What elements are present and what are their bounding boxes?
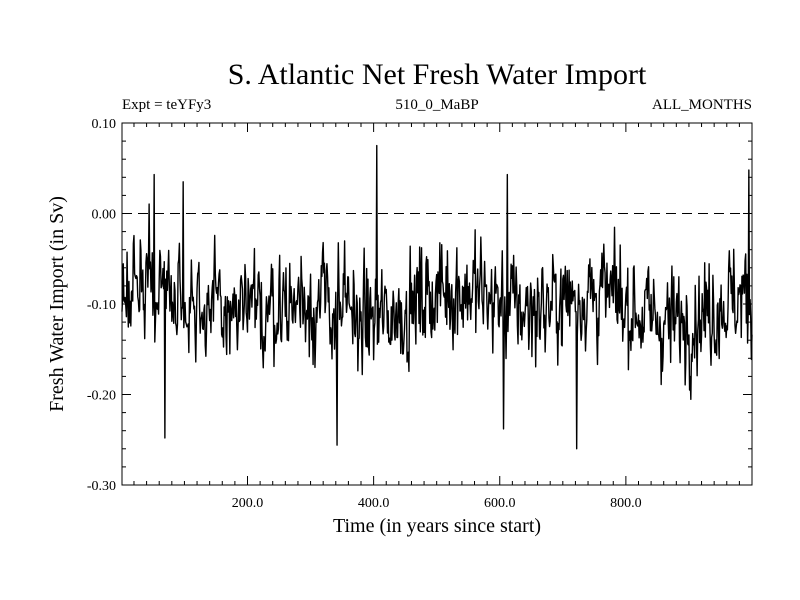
months-label: ALL_MONTHS <box>652 97 752 113</box>
period-label: 510_0_MaBP <box>395 97 478 113</box>
expt-label: Expt = teYFy3 <box>122 97 211 113</box>
y-tick-label: -0.10 <box>87 298 116 313</box>
x-axis-label: Time (in years since start) <box>333 515 541 537</box>
y-tick-label: 0.10 <box>92 117 117 132</box>
x-tick-label: 800.0 <box>610 496 642 511</box>
x-tick-label: 600.0 <box>484 496 516 511</box>
series-line-fresh-water-import <box>121 144 753 450</box>
tick-labels: 200.0 400.0 600.0 800.0 0.10 0.00 -0.10 -0.20 -0… <box>87 117 642 511</box>
x-tick-label: 200.0 <box>232 496 264 511</box>
y-axis-label: Fresh Water Import (in Sv) <box>46 196 68 412</box>
chart-title: S. Atlantic Net Fresh Water Import <box>228 58 647 91</box>
y-tick-label: 0.00 <box>92 208 117 223</box>
series-layer <box>121 144 753 450</box>
y-tick-label: -0.20 <box>87 389 116 404</box>
axis-ticks <box>122 122 752 486</box>
y-tick-label: -0.30 <box>87 479 116 494</box>
x-tick-label: 400.0 <box>358 496 390 511</box>
